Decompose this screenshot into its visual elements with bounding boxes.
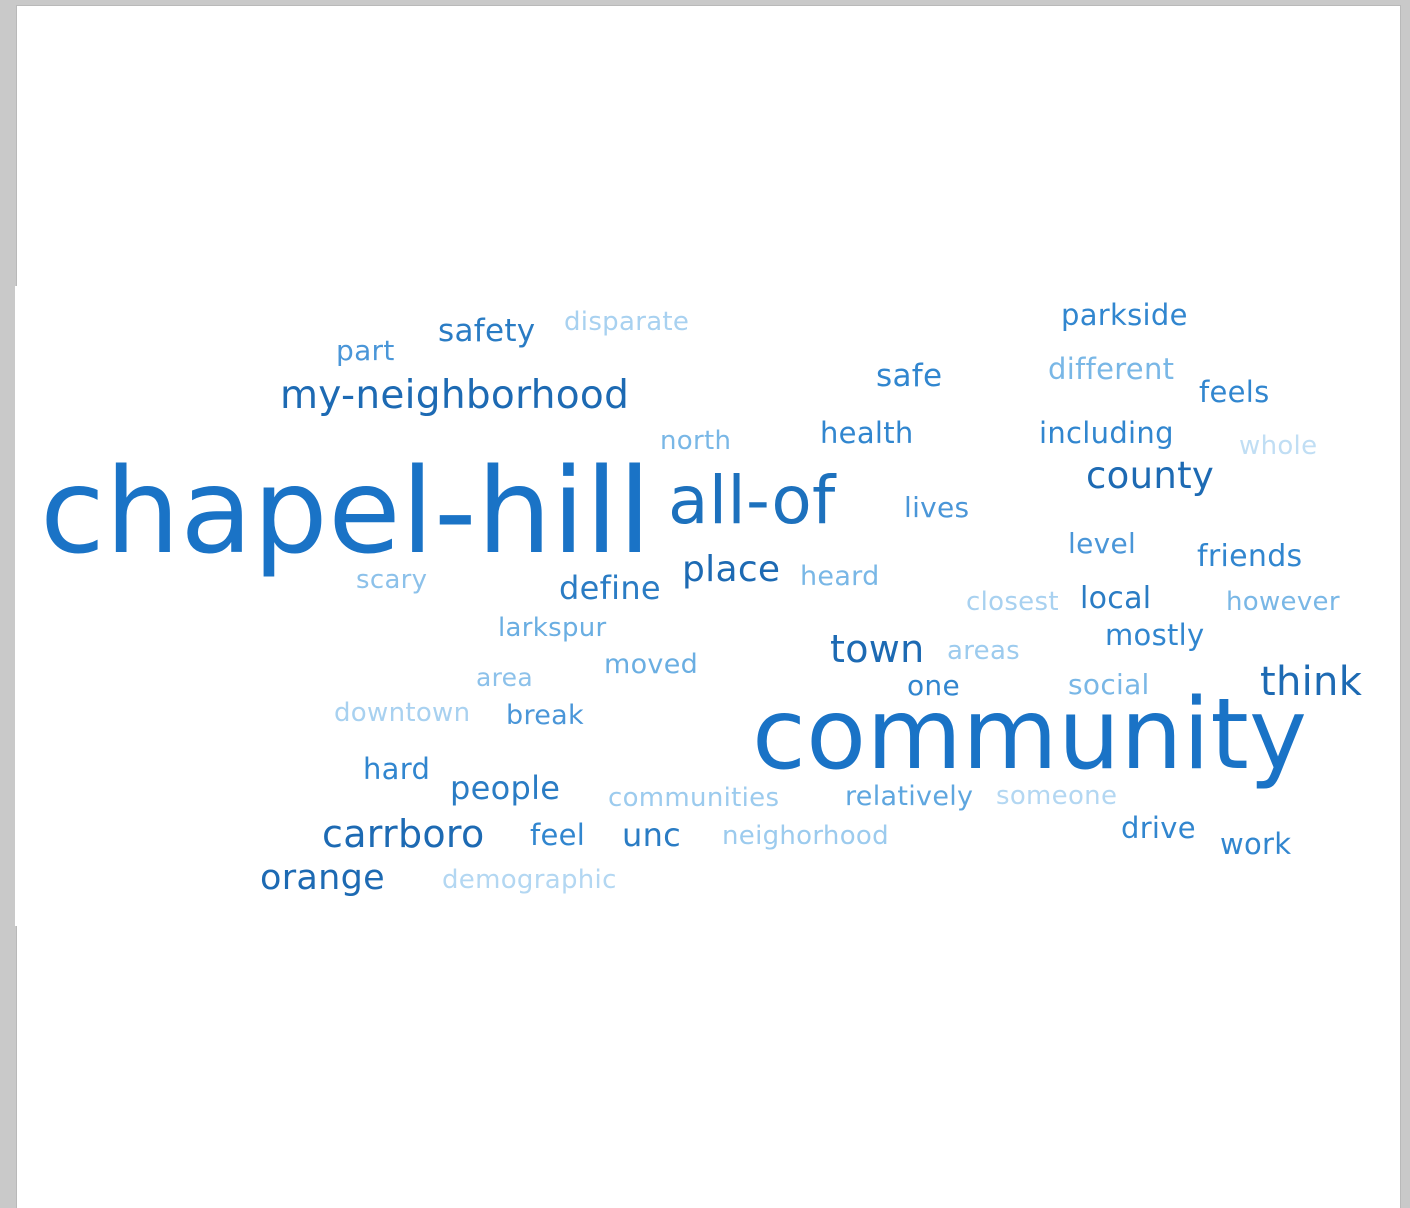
cloud-word-work: work — [1220, 827, 1292, 861]
cloud-word-carrboro: carrboro — [322, 812, 485, 856]
document-page — [17, 6, 1400, 1208]
cloud-word-break: break — [506, 700, 584, 731]
cloud-word-whole: whole — [1239, 431, 1318, 461]
cloud-word-social: social — [1068, 668, 1150, 701]
cloud-word-however: however — [1226, 587, 1340, 617]
cloud-word-one: one — [907, 669, 961, 702]
cloud-word-north: north — [660, 426, 732, 456]
cloud-word-community: community — [752, 678, 1308, 792]
cloud-word-area: area — [476, 663, 533, 692]
cloud-word-county: county — [1086, 454, 1215, 497]
cloud-word-hard: hard — [363, 752, 431, 786]
cloud-word-safety: safety — [438, 313, 536, 349]
cloud-word-heard: heard — [800, 561, 880, 592]
cloud-word-downtown: downtown — [334, 698, 471, 728]
cloud-word-lives: lives — [904, 491, 970, 524]
cloud-word-someone: someone — [996, 781, 1118, 811]
cloud-word-safe: safe — [876, 358, 943, 394]
cloud-word-people: people — [450, 769, 561, 807]
cloud-word-orange: orange — [260, 858, 385, 898]
cloud-word-define: define — [559, 569, 661, 607]
cloud-word-demographic: demographic — [442, 865, 617, 895]
cloud-word-different: different — [1048, 352, 1175, 386]
cloud-word-mostly: mostly — [1105, 618, 1205, 652]
cloud-word-drive: drive — [1121, 811, 1196, 845]
cloud-word-level: level — [1068, 527, 1137, 560]
cloud-word-disparate: disparate — [564, 307, 690, 337]
cloud-word-town: town — [830, 627, 925, 671]
cloud-word-parkside: parkside — [1061, 298, 1188, 332]
cloud-word-all-of: all-of — [668, 462, 836, 539]
cloud-word-place: place — [682, 549, 781, 590]
cloud-word-areas: areas — [947, 636, 1021, 666]
cloud-word-neighorhood: neighorhood — [722, 821, 889, 851]
cloud-word-unc: unc — [622, 816, 682, 854]
cloud-word-part: part — [336, 334, 395, 367]
cloud-word-local: local — [1080, 581, 1152, 616]
cloud-word-including: including — [1039, 416, 1174, 450]
cloud-word-chapel-hill: chapel-hill — [40, 442, 652, 580]
cloud-word-feel: feel — [530, 818, 586, 852]
cloud-word-scary: scary — [356, 565, 428, 595]
cloud-word-relatively: relatively — [845, 781, 974, 812]
cloud-word-my-neighborhood: my-neighborhood — [280, 373, 630, 418]
cloud-word-friends: friends — [1197, 539, 1303, 574]
cloud-word-communities: communities — [608, 783, 780, 813]
cloud-word-health: health — [820, 416, 914, 450]
cloud-word-moved: moved — [604, 649, 699, 680]
page-edge-strip — [15, 286, 18, 926]
cloud-word-larkspur: larkspur — [498, 613, 607, 643]
cloud-word-think: think — [1260, 659, 1363, 705]
cloud-word-feels: feels — [1199, 375, 1270, 409]
cloud-word-closest: closest — [966, 587, 1059, 617]
